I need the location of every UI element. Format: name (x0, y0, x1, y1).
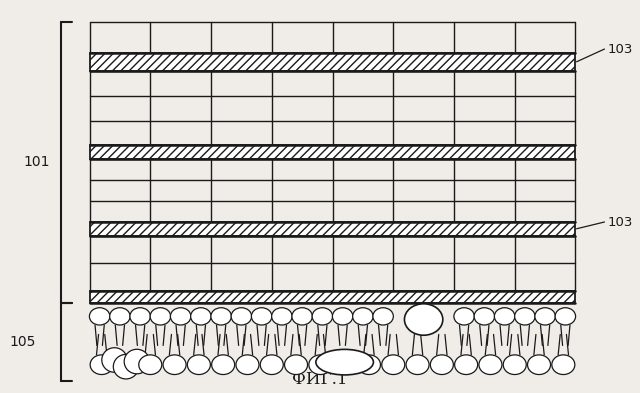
Ellipse shape (188, 355, 211, 375)
Text: ФИГ.1: ФИГ.1 (292, 371, 348, 388)
Ellipse shape (191, 308, 211, 325)
Ellipse shape (163, 355, 186, 375)
Bar (90, 145, 575, 159)
Ellipse shape (535, 308, 556, 325)
Bar (90, 222, 575, 236)
Ellipse shape (150, 308, 171, 325)
Ellipse shape (170, 308, 191, 325)
Text: 101: 101 (24, 155, 51, 169)
Bar (90, 53, 575, 71)
Ellipse shape (454, 355, 477, 375)
Ellipse shape (212, 355, 235, 375)
Ellipse shape (109, 308, 130, 325)
Ellipse shape (90, 308, 110, 325)
Ellipse shape (102, 348, 127, 372)
Ellipse shape (552, 355, 575, 375)
Bar (90, 291, 575, 303)
Ellipse shape (124, 349, 150, 374)
Ellipse shape (285, 355, 308, 375)
Ellipse shape (454, 308, 474, 325)
Ellipse shape (527, 355, 550, 375)
Ellipse shape (404, 304, 443, 335)
Ellipse shape (260, 355, 284, 375)
Ellipse shape (312, 308, 333, 325)
Ellipse shape (90, 355, 113, 375)
Ellipse shape (430, 355, 453, 375)
Ellipse shape (113, 354, 139, 379)
Text: 103: 103 (607, 215, 633, 229)
Ellipse shape (139, 355, 162, 375)
Ellipse shape (373, 308, 394, 325)
Ellipse shape (271, 308, 292, 325)
Ellipse shape (353, 308, 373, 325)
Ellipse shape (292, 308, 312, 325)
Ellipse shape (130, 308, 150, 325)
Ellipse shape (381, 355, 404, 375)
Ellipse shape (252, 308, 272, 325)
Ellipse shape (555, 308, 575, 325)
Ellipse shape (503, 355, 526, 375)
Ellipse shape (211, 308, 232, 325)
Ellipse shape (406, 355, 429, 375)
Ellipse shape (357, 355, 380, 375)
Ellipse shape (494, 308, 515, 325)
Ellipse shape (515, 308, 535, 325)
Ellipse shape (309, 355, 332, 375)
Ellipse shape (332, 308, 353, 325)
Ellipse shape (316, 349, 373, 375)
Ellipse shape (479, 355, 502, 375)
Ellipse shape (474, 308, 495, 325)
Text: 105: 105 (9, 335, 36, 349)
Ellipse shape (231, 308, 252, 325)
Text: 103: 103 (607, 42, 633, 56)
Ellipse shape (236, 355, 259, 375)
